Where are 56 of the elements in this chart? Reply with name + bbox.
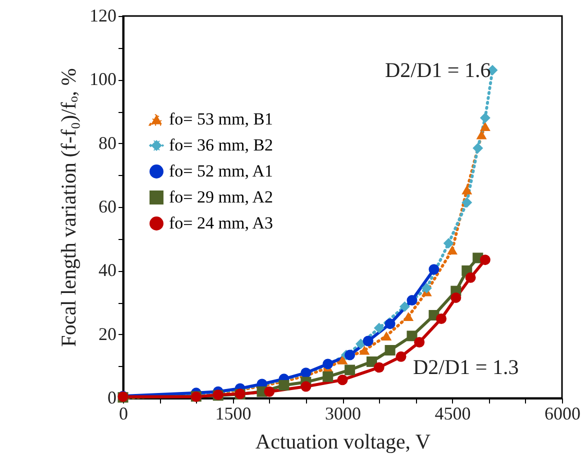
point	[421, 282, 432, 294]
point	[362, 336, 374, 346]
annotation: D2/D1 = 1.6	[385, 58, 491, 82]
point	[447, 245, 458, 255]
point	[480, 254, 490, 266]
point	[366, 356, 378, 367]
point	[399, 301, 410, 312]
point	[384, 318, 396, 330]
legend-label: fo= 52 mm, A1	[169, 162, 274, 180]
point	[476, 130, 487, 140]
point	[337, 355, 348, 364]
point	[480, 122, 490, 132]
point	[472, 142, 484, 154]
y-tick-label: 40	[98, 260, 116, 280]
y-tick-label: 20	[98, 324, 116, 344]
y-tick-label: 100	[90, 69, 116, 90]
annotation: D2/D1 = 1.3	[413, 355, 519, 379]
legend-label: fo= 53 mm, B1	[169, 110, 274, 128]
point	[374, 362, 384, 373]
point	[465, 272, 476, 283]
point	[396, 351, 406, 362]
point	[436, 314, 447, 324]
x-tick-label: 3000	[325, 404, 361, 424]
point	[381, 331, 392, 340]
point	[480, 112, 490, 124]
point	[264, 386, 275, 397]
x-tick-label: 1500	[215, 404, 252, 424]
legend-label: fo= 24 mm, A3	[169, 214, 274, 232]
point	[300, 381, 312, 392]
y-tick-label: 80	[98, 132, 116, 153]
point	[322, 371, 334, 382]
point	[462, 185, 472, 194]
point	[359, 346, 370, 355]
y-tick-label: 0	[108, 388, 116, 408]
point	[337, 374, 348, 386]
y-tick-label: 60	[98, 196, 116, 216]
legend-label: fo= 29 mm, A2	[169, 188, 274, 206]
point	[278, 380, 290, 391]
point	[428, 264, 440, 275]
point	[406, 330, 418, 342]
point	[406, 295, 418, 306]
point	[384, 345, 396, 356]
x-tick-label: 4500	[434, 404, 471, 424]
y-tick-label: 120	[90, 6, 116, 26]
point	[344, 364, 356, 376]
point	[374, 322, 384, 334]
point	[403, 312, 414, 322]
point	[414, 337, 425, 348]
point	[344, 350, 356, 360]
point	[462, 197, 472, 208]
y-axis-title: Focal length variation (f-f₀)/fₒ, %	[56, 68, 80, 347]
point	[450, 292, 462, 303]
point	[443, 238, 454, 249]
legend-label: fo= 36 mm, B2	[169, 136, 274, 154]
x-axis-title: Actuation voltage, V	[255, 430, 431, 454]
x-tick-label: 6000	[544, 404, 580, 424]
